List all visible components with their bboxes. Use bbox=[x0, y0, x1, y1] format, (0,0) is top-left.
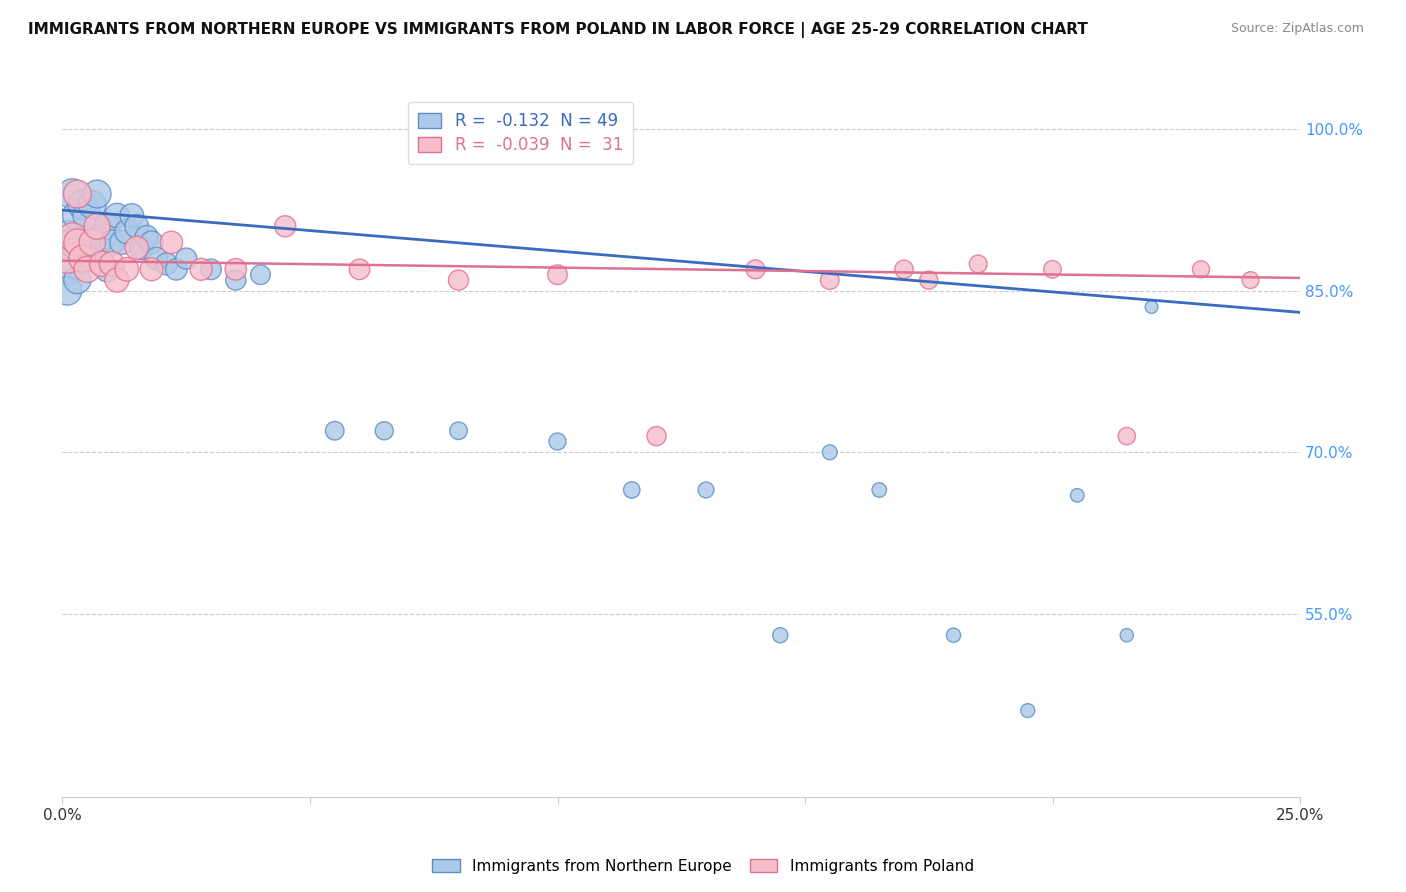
Point bbox=[82, 252, 104, 266]
Point bbox=[72, 252, 94, 266]
Point bbox=[105, 273, 128, 287]
Point bbox=[56, 262, 79, 277]
Point bbox=[125, 219, 148, 234]
Point bbox=[105, 209, 128, 223]
Point bbox=[125, 241, 148, 255]
Point bbox=[645, 429, 668, 443]
Point bbox=[1066, 488, 1088, 502]
Point bbox=[91, 257, 114, 271]
Point bbox=[323, 424, 346, 438]
Point bbox=[86, 219, 108, 234]
Point bbox=[1017, 704, 1039, 718]
Point bbox=[101, 257, 124, 271]
Point bbox=[225, 273, 247, 287]
Point bbox=[86, 186, 108, 201]
Point bbox=[174, 252, 197, 266]
Point bbox=[56, 230, 79, 244]
Point bbox=[60, 186, 83, 201]
Point bbox=[769, 628, 792, 642]
Point bbox=[111, 235, 134, 250]
Point bbox=[1115, 429, 1137, 443]
Point bbox=[200, 262, 222, 277]
Point bbox=[56, 284, 79, 298]
Point bbox=[66, 235, 89, 250]
Point bbox=[818, 445, 841, 459]
Point bbox=[115, 225, 138, 239]
Point bbox=[1189, 262, 1212, 277]
Point bbox=[165, 262, 187, 277]
Point bbox=[66, 241, 89, 255]
Point bbox=[66, 209, 89, 223]
Point bbox=[274, 219, 297, 234]
Point bbox=[145, 252, 167, 266]
Point bbox=[1140, 300, 1163, 314]
Point bbox=[91, 230, 114, 244]
Point bbox=[66, 186, 89, 201]
Text: IMMIGRANTS FROM NORTHERN EUROPE VS IMMIGRANTS FROM POLAND IN LABOR FORCE | AGE 2: IMMIGRANTS FROM NORTHERN EUROPE VS IMMIG… bbox=[28, 22, 1088, 38]
Point bbox=[135, 230, 157, 244]
Point bbox=[121, 209, 143, 223]
Point bbox=[620, 483, 643, 497]
Point bbox=[72, 252, 94, 266]
Text: Source: ZipAtlas.com: Source: ZipAtlas.com bbox=[1230, 22, 1364, 36]
Point bbox=[349, 262, 371, 277]
Point bbox=[893, 262, 915, 277]
Point bbox=[66, 273, 89, 287]
Point bbox=[155, 257, 177, 271]
Point bbox=[1239, 273, 1261, 287]
Point bbox=[547, 434, 569, 449]
Point bbox=[373, 424, 395, 438]
Point bbox=[76, 246, 98, 260]
Point bbox=[695, 483, 717, 497]
Point bbox=[76, 262, 98, 277]
Point bbox=[249, 268, 271, 282]
Point bbox=[918, 273, 941, 287]
Point bbox=[60, 235, 83, 250]
Point bbox=[447, 273, 470, 287]
Point bbox=[96, 262, 118, 277]
Legend: Immigrants from Northern Europe, Immigrants from Poland: Immigrants from Northern Europe, Immigra… bbox=[426, 853, 980, 880]
Point bbox=[942, 628, 965, 642]
Point bbox=[818, 273, 841, 287]
Point bbox=[744, 262, 766, 277]
Point bbox=[56, 252, 79, 266]
Point bbox=[101, 235, 124, 250]
Point bbox=[1115, 628, 1137, 642]
Legend: R =  -0.132  N = 49, R =  -0.039  N =  31: R = -0.132 N = 49, R = -0.039 N = 31 bbox=[408, 102, 633, 164]
Point bbox=[72, 198, 94, 212]
Point bbox=[60, 230, 83, 244]
Point bbox=[86, 241, 108, 255]
Point bbox=[141, 262, 163, 277]
Point bbox=[131, 241, 153, 255]
Point bbox=[225, 262, 247, 277]
Point bbox=[82, 235, 104, 250]
Point bbox=[96, 219, 118, 234]
Point bbox=[76, 209, 98, 223]
Point bbox=[190, 262, 212, 277]
Point bbox=[115, 262, 138, 277]
Point bbox=[141, 235, 163, 250]
Point bbox=[82, 198, 104, 212]
Point bbox=[160, 235, 183, 250]
Point bbox=[868, 483, 890, 497]
Point bbox=[447, 424, 470, 438]
Point bbox=[547, 268, 569, 282]
Point bbox=[1042, 262, 1064, 277]
Point bbox=[967, 257, 990, 271]
